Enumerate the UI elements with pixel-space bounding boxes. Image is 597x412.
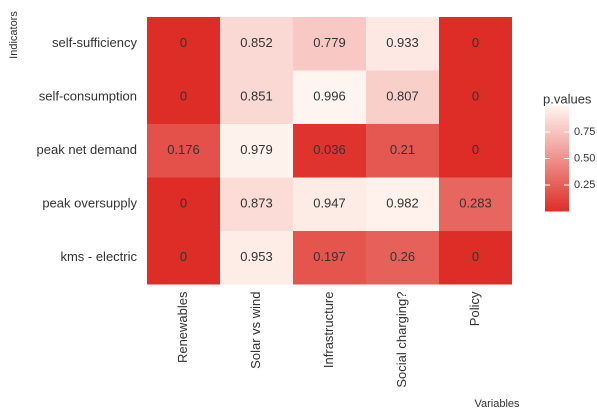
cell-label: 0.947 — [313, 196, 346, 211]
colorbar-tick-label: 0.50 — [574, 152, 595, 164]
cell-label: 0.26 — [390, 249, 415, 264]
x-tick-label: Policy — [467, 291, 482, 326]
heatmap-cell — [439, 124, 512, 178]
x-tick-label: Renewables — [175, 291, 190, 363]
cell-label: 0.851 — [240, 89, 273, 104]
heatmap-cell — [147, 17, 220, 71]
heatmap-cell — [366, 124, 439, 178]
y-tick-label: self-sufficiency — [52, 35, 138, 50]
cell-label: 0 — [180, 249, 187, 264]
heatmap-cell — [439, 231, 512, 285]
heatmap-cell — [439, 177, 512, 231]
heatmap-cell — [293, 177, 366, 231]
heatmap-cell — [147, 70, 220, 124]
y-tick-label: peak oversupply — [42, 196, 137, 211]
heatmap-cell — [220, 177, 293, 231]
heatmap-cell — [147, 231, 220, 285]
cell-label: 0.933 — [386, 35, 419, 50]
heatmap-cell — [293, 231, 366, 285]
y-tick-label: kms - electric — [60, 249, 137, 264]
heatmap-cell — [220, 70, 293, 124]
cell-label: 0 — [472, 35, 479, 50]
cell-label: 0.996 — [313, 89, 346, 104]
x-tick-label: Solar vs wind — [248, 292, 263, 369]
cell-label: 0 — [180, 89, 187, 104]
colorbar-tick-label: 0.75 — [574, 126, 595, 138]
heatmap-cell — [293, 70, 366, 124]
x-tick-label: Infrastructure — [321, 292, 336, 369]
heatmap-cell — [220, 124, 293, 178]
cell-label: 0.779 — [313, 35, 346, 50]
cell-label: 0.036 — [313, 142, 346, 157]
x-tick-label: Social charging? — [394, 292, 409, 388]
cell-label: 0.176 — [167, 142, 200, 157]
cell-label: 0.953 — [240, 249, 273, 264]
heatmap-cell — [366, 17, 439, 71]
y-tick-label: peak net demand — [37, 142, 137, 157]
heatmap-cell — [439, 70, 512, 124]
cell-label: 0.21 — [390, 142, 415, 157]
cell-label: 0.197 — [313, 249, 346, 264]
heatmap-cell — [366, 70, 439, 124]
cell-label: 0 — [472, 89, 479, 104]
heatmap-cell — [366, 177, 439, 231]
y-axis-title: Indicators — [8, 11, 20, 59]
cell-label: 0 — [180, 196, 187, 211]
cell-label: 0.283 — [459, 196, 492, 211]
cell-label: 0 — [472, 249, 479, 264]
heatmap-cell — [293, 124, 366, 178]
legend-title: p.values — [543, 91, 592, 106]
y-tick-label: self-consumption — [39, 89, 137, 104]
heatmap-cell — [366, 231, 439, 285]
heatmap-cell — [147, 124, 220, 178]
x-axis-title: Variables — [474, 398, 520, 410]
cell-label: 0.873 — [240, 196, 273, 211]
heatmap-cell — [439, 17, 512, 71]
colorbar-tick-label: 0.25 — [574, 179, 595, 191]
heatmap-cell — [293, 17, 366, 71]
heatmap-cell — [147, 177, 220, 231]
cell-label: 0.852 — [240, 35, 273, 50]
cell-label: 0.982 — [386, 196, 419, 211]
heatmap-cell — [220, 17, 293, 71]
cell-label: 0.807 — [386, 89, 419, 104]
cell-label: 0.979 — [240, 142, 273, 157]
cell-label: 0 — [472, 142, 479, 157]
cell-label: 0 — [180, 35, 187, 50]
heatmap-cell — [220, 231, 293, 285]
